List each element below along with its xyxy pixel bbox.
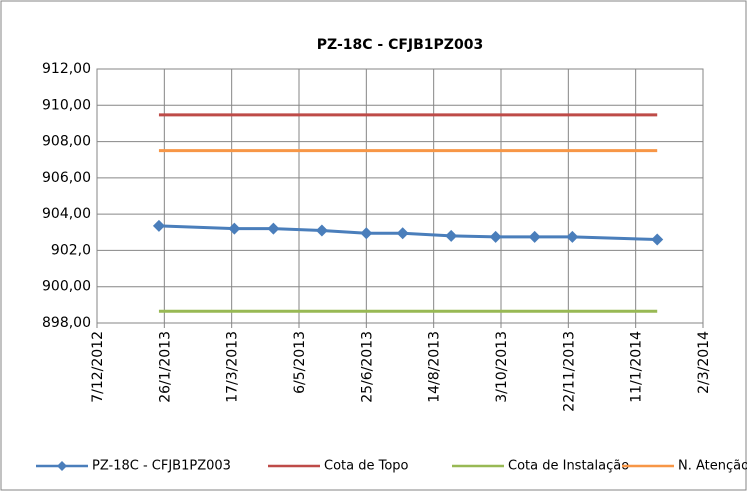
x-tick-label: 7/12/2012 [90, 331, 106, 403]
point [315, 224, 328, 237]
point [267, 222, 280, 235]
x-tick-label: 26/1/2013 [157, 331, 173, 403]
x-tick-label: 22/11/2013 [561, 331, 577, 412]
x-tick-label: 14/8/2013 [427, 331, 443, 403]
x-tick-label: 2/3/2014 [696, 331, 712, 394]
y-tick-label: 912,00 [42, 61, 91, 77]
y-tick-label: 898,00 [42, 315, 91, 331]
point [228, 222, 241, 235]
legend-label: Cota de Instalação [508, 459, 629, 474]
y-tick-label: 906,00 [42, 170, 91, 186]
y-tick-label: 910,00 [42, 97, 91, 113]
chart-title: PZ-18C - CFJB1PZ003 [317, 37, 483, 53]
point [489, 230, 502, 243]
x-tick-label: 25/6/2013 [359, 331, 375, 403]
point [528, 230, 541, 243]
legend-label: Cota de Topo [324, 459, 409, 474]
point [651, 233, 664, 246]
plot-border [96, 68, 704, 324]
point [566, 230, 579, 243]
x-tick-label: 11/1/2014 [629, 331, 645, 403]
point [396, 227, 409, 240]
x-tick-label: 3/10/2013 [494, 331, 510, 403]
y-tick-label: 902,0 [51, 242, 91, 258]
x-tick-label: 17/3/2013 [225, 331, 241, 403]
legend-label: PZ-18C - CFJB1PZ003 [92, 459, 231, 474]
point [360, 227, 373, 240]
point [445, 229, 458, 242]
x-tick-label: 6/5/2013 [292, 331, 308, 394]
y-tick-label: 904,00 [42, 206, 91, 222]
y-tick-label: 908,00 [42, 134, 91, 150]
legend-marker [57, 461, 67, 471]
y-tick-label: 900,00 [42, 279, 91, 295]
legend-label: N. Atenção [678, 459, 747, 474]
point [152, 219, 165, 232]
